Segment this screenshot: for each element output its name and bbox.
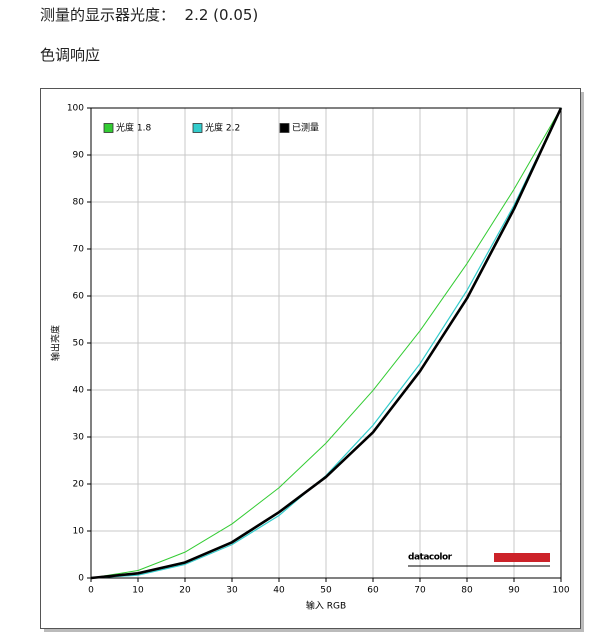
- x-tick-label: 30: [226, 586, 238, 596]
- x-tick-label: 60: [367, 586, 379, 596]
- legend-label: 已测量: [292, 123, 319, 134]
- y-tick-label: 20: [73, 480, 85, 490]
- y-tick-label: 50: [73, 339, 85, 349]
- x-tick-label: 10: [132, 586, 144, 596]
- y-tick-label: 30: [73, 433, 85, 443]
- x-tick-label: 20: [179, 586, 191, 596]
- x-tick-label: 80: [461, 586, 473, 596]
- y-tick-label: 100: [67, 104, 84, 114]
- x-tick-label: 0: [88, 586, 94, 596]
- legend-swatch: [103, 123, 114, 133]
- legend-swatch: [192, 123, 203, 133]
- legend-label: 光度 2.2: [205, 122, 240, 134]
- x-axis-label: 输入 RGB: [306, 600, 346, 612]
- x-tick-label: 40: [273, 586, 285, 596]
- series-line: [90, 107, 563, 580]
- plot-border: [90, 107, 562, 579]
- section-title: 色调响应: [40, 46, 101, 64]
- x-tick-label: 90: [508, 586, 520, 596]
- brand-bar: [494, 553, 550, 562]
- y-tick-label: 10: [73, 527, 85, 537]
- y-tick-label: 40: [73, 386, 85, 396]
- legend-label: 光度 1.8: [116, 122, 151, 134]
- y-tick-label: 60: [73, 292, 85, 302]
- y-axis-label: 输出亮度: [50, 325, 62, 361]
- y-tick-label: 0: [78, 574, 84, 584]
- page-title: 测量的显示器光度： 2.2 (0.05): [40, 6, 259, 24]
- x-tick-label: 50: [320, 586, 332, 596]
- y-tick-label: 70: [73, 245, 85, 255]
- frame: [40, 88, 581, 629]
- series-line: [90, 107, 562, 579]
- x-tick-label: 70: [414, 586, 426, 596]
- y-tick-label: 90: [73, 151, 85, 161]
- x-tick-label: 100: [552, 586, 569, 596]
- y-tick-label: 80: [73, 198, 85, 208]
- legend-swatch: [279, 123, 290, 133]
- brand-logo: datacolor: [408, 553, 453, 563]
